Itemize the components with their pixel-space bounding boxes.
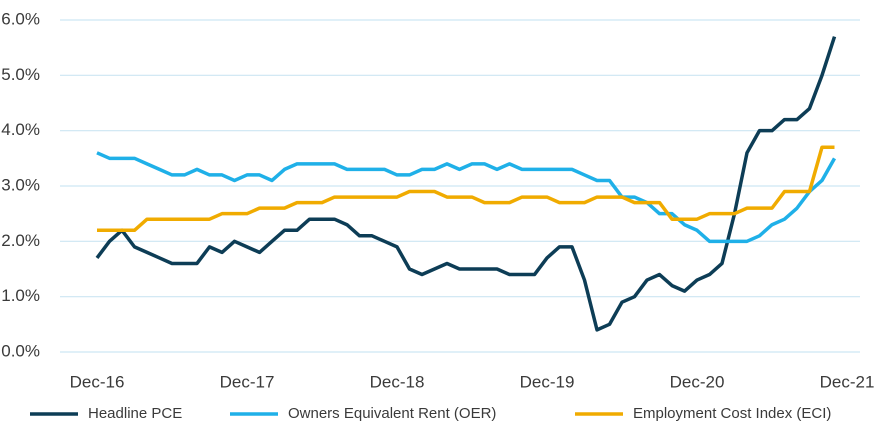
y-tick-label: 6.0%: [1, 9, 40, 28]
y-tick-label: 2.0%: [1, 231, 40, 250]
x-tick-label: Dec-16: [70, 372, 125, 391]
x-tick-label: Dec-19: [520, 372, 575, 391]
y-tick-label: 1.0%: [1, 286, 40, 305]
y-tick-label: 4.0%: [1, 120, 40, 139]
x-tick-label: Dec-20: [670, 372, 725, 391]
legend-label: Headline PCE: [88, 405, 182, 422]
legend-label: Owners Equivalent Rent (OER): [288, 405, 496, 422]
y-tick-label: 5.0%: [1, 65, 40, 84]
x-tick-label: Dec-21: [820, 372, 875, 391]
series-line: [97, 145, 835, 233]
legend-label: Employment Cost Index (ECI): [633, 405, 831, 422]
y-tick-label: 0.0%: [1, 341, 40, 360]
x-tick-label: Dec-18: [370, 372, 425, 391]
y-tick-label: 3.0%: [1, 175, 40, 194]
series-line: [95, 36, 837, 332]
series-line: [96, 151, 837, 244]
x-tick-label: Dec-17: [220, 372, 275, 391]
